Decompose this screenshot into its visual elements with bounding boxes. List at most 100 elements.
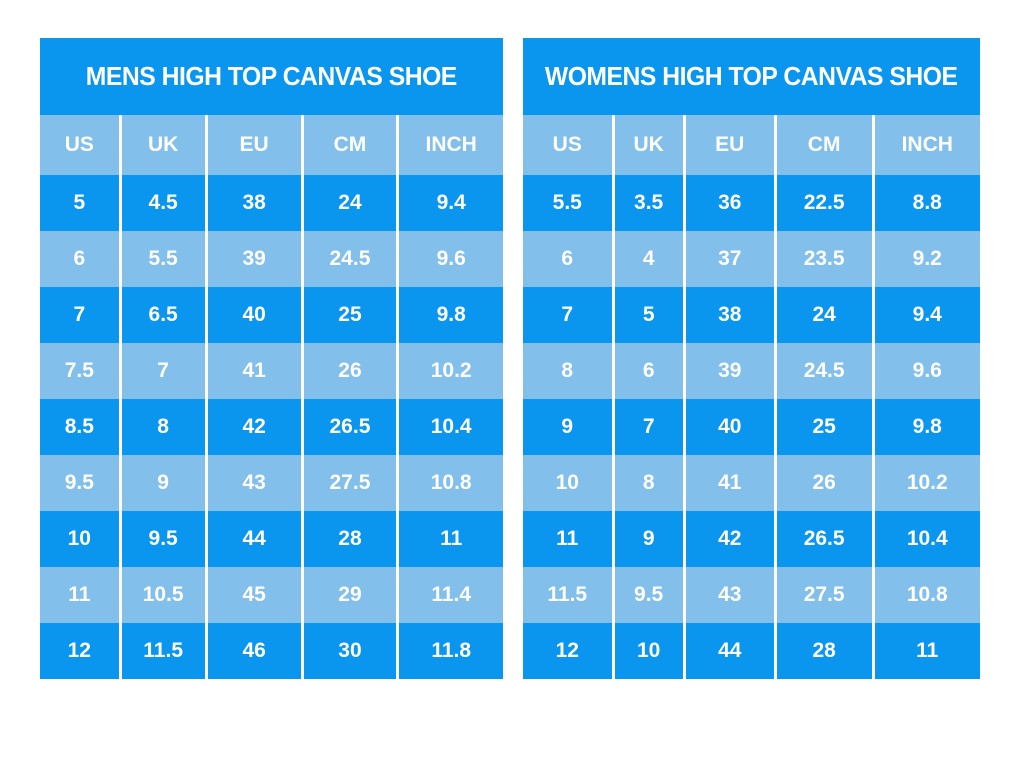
mens-table-title-text: MENS HIGH TOP CANVAS SHOE (85, 61, 458, 91)
size-cell: 24 (300, 175, 398, 231)
size-cell: 7 (118, 343, 207, 399)
size-cell: 9 (523, 399, 614, 455)
size-cell: 26.5 (773, 511, 874, 567)
size-cell: 10.5 (118, 567, 207, 623)
size-cell: 11.5 (523, 567, 614, 623)
womens-table-header: US UK EU CM INCH (523, 115, 980, 175)
size-cell: 5 (40, 175, 121, 231)
size-cell: 38 (682, 287, 776, 343)
size-cell: 26 (300, 343, 398, 399)
size-cell: 7.5 (40, 343, 121, 399)
column-header-cm: CM (773, 115, 874, 175)
size-cell: 5 (611, 287, 685, 343)
size-row: 8.5 8 42 26.5 10.4 (40, 399, 503, 455)
size-cell: 7 (523, 287, 614, 343)
size-cell: 8 (118, 399, 207, 455)
size-row: 11.5 9.5 43 27.5 10.8 (523, 567, 980, 623)
size-row: 7.5 7 41 26 10.2 (40, 343, 503, 399)
size-cell: 9 (611, 511, 685, 567)
size-cell: 5.5 (523, 175, 614, 231)
size-cell: 6 (523, 231, 614, 287)
size-row: 11 9 42 26.5 10.4 (523, 511, 980, 567)
size-row: 5.5 3.5 36 22.5 8.8 (523, 175, 980, 231)
size-cell: 36 (682, 175, 776, 231)
column-header-inch: INCH (871, 115, 980, 175)
size-row: 11 10.5 45 29 11.4 (40, 567, 503, 623)
womens-table-title: WOMENS HIGH TOP CANVAS SHOE (523, 38, 980, 115)
size-cell: 9.6 (871, 343, 980, 399)
size-cell: 39 (204, 231, 303, 287)
size-cell: 6 (40, 231, 121, 287)
size-row: 6 4 37 23.5 9.2 (523, 231, 980, 287)
size-cell: 27.5 (300, 455, 398, 511)
size-cell: 10.8 (871, 567, 980, 623)
size-cell: 10.8 (396, 455, 503, 511)
mens-table-header: US UK EU CM INCH (40, 115, 503, 175)
size-row: 12 10 44 28 11 (523, 623, 980, 679)
size-row: 10 9.5 44 28 11 (40, 511, 503, 567)
size-cell: 43 (204, 455, 303, 511)
size-cell: 11 (523, 511, 614, 567)
womens-size-grid: US UK EU CM INCH 5.5 3.5 36 22.5 8.8 6 4 37 23.5 9.2 7… (523, 115, 980, 679)
size-cell: 26 (773, 455, 874, 511)
size-row: 5 4.5 38 24 9.4 (40, 175, 503, 231)
size-cell: 7 (611, 399, 685, 455)
size-cell: 44 (204, 511, 303, 567)
size-row: 7 5 38 24 9.4 (523, 287, 980, 343)
size-cell: 26.5 (300, 399, 398, 455)
size-cell: 10 (611, 623, 685, 679)
mens-table-body: 5 4.5 38 24 9.4 6 5.5 39 24.5 9.6 7 6.5 40 25 9.8 7.5 7 4… (40, 175, 503, 679)
size-row: 9 7 40 25 9.8 (523, 399, 980, 455)
size-cell: 24.5 (300, 231, 398, 287)
womens-table-title-text: WOMENS HIGH TOP CANVAS SHOE (545, 61, 958, 91)
size-cell: 24 (773, 287, 874, 343)
size-cell: 25 (773, 399, 874, 455)
size-cell: 10.2 (396, 343, 503, 399)
size-cell: 10.2 (871, 455, 980, 511)
size-row: 9.5 9 43 27.5 10.8 (40, 455, 503, 511)
size-row: 8 6 39 24.5 9.6 (523, 343, 980, 399)
size-cell: 41 (682, 455, 776, 511)
header-row: US UK EU CM INCH (40, 115, 503, 175)
size-cell: 44 (682, 623, 776, 679)
size-cell: 9.4 (871, 287, 980, 343)
size-cell: 43 (682, 567, 776, 623)
mens-size-table: MENS HIGH TOP CANVAS SHOE US UK EU CM INCH 5… (40, 38, 503, 679)
size-cell: 28 (773, 623, 874, 679)
size-cell: 8 (611, 455, 685, 511)
size-cell: 9.8 (396, 287, 503, 343)
size-cell: 28 (300, 511, 398, 567)
size-cell: 40 (204, 287, 303, 343)
size-cell: 38 (204, 175, 303, 231)
column-header-eu: EU (682, 115, 776, 175)
size-row: 7 6.5 40 25 9.8 (40, 287, 503, 343)
size-cell: 11.5 (118, 623, 207, 679)
size-cell: 22.5 (773, 175, 874, 231)
column-header-eu: EU (204, 115, 303, 175)
size-cell: 3.5 (611, 175, 685, 231)
size-cell: 40 (682, 399, 776, 455)
size-cell: 23.5 (773, 231, 874, 287)
size-cell: 30 (300, 623, 398, 679)
mens-size-grid: US UK EU CM INCH 5 4.5 38 24 9.4 6 5.5 39 24.5 9.6 7 6.… (40, 115, 503, 679)
column-header-uk: UK (611, 115, 685, 175)
womens-size-table: WOMENS HIGH TOP CANVAS SHOE US UK EU CM INCH… (523, 38, 980, 679)
size-cell: 10 (523, 455, 614, 511)
header-row: US UK EU CM INCH (523, 115, 980, 175)
size-cell: 9.5 (40, 455, 121, 511)
size-cell: 6 (611, 343, 685, 399)
size-cell: 29 (300, 567, 398, 623)
size-cell: 11.4 (396, 567, 503, 623)
size-cell: 42 (682, 511, 776, 567)
size-cell: 11.8 (396, 623, 503, 679)
size-cell: 4.5 (118, 175, 207, 231)
size-cell: 41 (204, 343, 303, 399)
size-cell: 46 (204, 623, 303, 679)
mens-table-title: MENS HIGH TOP CANVAS SHOE (40, 38, 503, 115)
size-cell: 9 (118, 455, 207, 511)
size-cell: 9.5 (611, 567, 685, 623)
size-cell: 8 (523, 343, 614, 399)
size-cell: 8.5 (40, 399, 121, 455)
size-cell: 6.5 (118, 287, 207, 343)
